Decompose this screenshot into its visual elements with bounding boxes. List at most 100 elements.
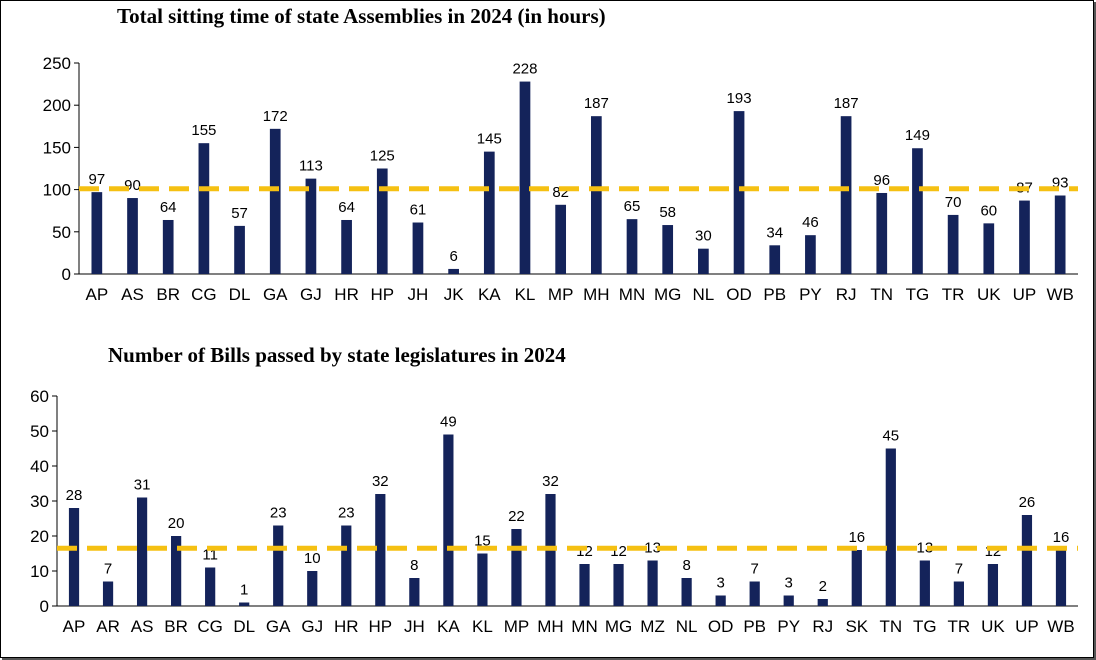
x-tick-label-tn: TN — [879, 617, 902, 636]
data-label-hp: 125 — [370, 148, 395, 165]
x-tick-label-mh: MH — [537, 617, 563, 636]
bar-gj — [307, 571, 318, 606]
bar-mg — [662, 225, 674, 274]
bar-uk — [987, 564, 999, 606]
x-tick-label-mp: MP — [504, 617, 530, 636]
bar-br — [162, 219, 174, 274]
y-tick-label: 50 — [30, 422, 49, 441]
data-label-ka: 145 — [477, 131, 502, 148]
bar-mn — [626, 219, 638, 274]
x-tick-label-wb: WB — [1046, 285, 1073, 304]
x-tick-label-mg: MG — [654, 285, 681, 304]
bar-wb — [1054, 195, 1066, 274]
data-label-mh: 187 — [584, 95, 609, 112]
data-label-ga: 172 — [263, 108, 288, 125]
data-label-sk: 16 — [848, 529, 865, 546]
y-tick-label: 0 — [40, 597, 49, 616]
data-label-nl: 8 — [682, 557, 690, 574]
bar-od — [715, 595, 726, 606]
bar-py — [805, 235, 816, 274]
data-label-hr: 23 — [338, 505, 355, 522]
bar-as — [136, 497, 148, 606]
y-tick-label: 60 — [30, 387, 49, 406]
data-label-br: 64 — [160, 199, 177, 216]
x-tick-label-wb: WB — [1047, 617, 1074, 636]
x-tick-label-ap: AP — [63, 617, 86, 636]
x-tick-label-jh: JH — [404, 617, 425, 636]
bar-cg — [198, 143, 210, 274]
data-label-od: 193 — [727, 90, 752, 107]
data-label-jh: 61 — [410, 202, 427, 219]
bar-py — [783, 595, 794, 606]
data-label-tn: 96 — [873, 172, 890, 189]
x-tick-label-up: UP — [1015, 617, 1039, 636]
x-tick-label-jk: JK — [444, 285, 465, 304]
x-tick-label-pb: PB — [743, 617, 766, 636]
x-tick-label-kl: KL — [515, 285, 536, 304]
x-tick-label-tr: TR — [948, 617, 971, 636]
x-tick-label-mz: MZ — [640, 617, 665, 636]
bar-hp — [375, 494, 386, 606]
x-tick-label-cg: CG — [197, 617, 223, 636]
y-tick-label: 0 — [62, 265, 71, 284]
bar-pb — [749, 581, 760, 606]
x-tick-label-ap: AP — [85, 285, 108, 304]
bar-pb — [769, 245, 781, 274]
data-label-rj: 187 — [834, 95, 859, 112]
sitting-time-chart: 05010015020025097AP90AS64BR155CG57DL172G… — [43, 54, 1078, 304]
x-tick-label-od: OD — [726, 285, 752, 304]
bar-ka — [483, 151, 495, 274]
x-tick-label-dl: DL — [233, 617, 255, 636]
bar-tn — [885, 448, 896, 606]
data-label-ap: 28 — [66, 487, 83, 504]
data-label-tr: 7 — [955, 561, 963, 578]
data-label-gj: 10 — [304, 550, 321, 567]
x-tick-label-as: AS — [121, 285, 144, 304]
bar-kl — [519, 81, 531, 275]
x-tick-label-sk: SK — [845, 617, 868, 636]
bar-nl — [681, 578, 692, 606]
x-tick-label-cg: CG — [191, 285, 217, 304]
x-tick-label-tg: TG — [913, 617, 937, 636]
bar-od — [733, 111, 745, 274]
bar-rj — [817, 599, 828, 606]
bar-dl — [239, 602, 250, 606]
data-label-mn: 12 — [576, 543, 593, 560]
x-tick-label-mh: MH — [583, 285, 609, 304]
data-label-hr: 64 — [338, 199, 355, 216]
bar-tr — [947, 214, 959, 274]
bar-as — [127, 198, 138, 274]
x-tick-label-mp: MP — [548, 285, 574, 304]
data-label-hp: 32 — [372, 473, 389, 490]
bar-rj — [840, 116, 852, 274]
data-label-br: 20 — [168, 515, 185, 532]
bar-ap — [91, 192, 103, 274]
data-label-up: 26 — [1019, 494, 1036, 511]
bar-tg — [919, 560, 930, 606]
x-tick-label-hr: HR — [334, 617, 359, 636]
y-tick-label: 30 — [30, 492, 49, 511]
data-label-wb: 16 — [1053, 529, 1070, 546]
y-tick-label: 200 — [43, 96, 71, 115]
y-tick-label: 50 — [52, 223, 71, 242]
x-tick-label-gj: GJ — [301, 617, 323, 636]
x-tick-label-gj: GJ — [300, 285, 322, 304]
bar-mn — [579, 564, 590, 606]
data-label-nl: 30 — [695, 228, 712, 245]
bar-br — [171, 536, 182, 606]
bar-hr — [341, 219, 352, 274]
x-tick-label-tn: TN — [870, 285, 893, 304]
data-label-ga: 23 — [270, 505, 287, 522]
bar-kl — [477, 553, 488, 606]
bar-jh — [412, 222, 424, 274]
data-label-ap: 97 — [88, 171, 105, 188]
x-tick-label-nl: NL — [676, 617, 698, 636]
bar-ap — [68, 508, 80, 606]
x-tick-label-nl: NL — [693, 285, 715, 304]
data-label-kl: 15 — [474, 533, 491, 550]
bar-ka — [443, 434, 454, 606]
x-tick-label-pb: PB — [763, 285, 786, 304]
data-label-jh: 8 — [410, 557, 418, 574]
data-label-dl: 57 — [231, 205, 248, 222]
bar-uk — [983, 223, 995, 274]
